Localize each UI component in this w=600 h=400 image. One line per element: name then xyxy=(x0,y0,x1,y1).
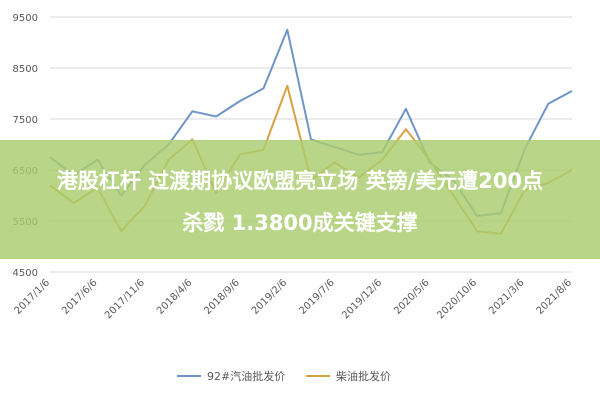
headline-banner xyxy=(0,140,600,259)
headline-line-2: 杀戮 1.3800成关键支撑 xyxy=(182,211,418,235)
x-tick-label: 2019/2/6 xyxy=(250,277,290,317)
x-tick-label: 2018/9/6 xyxy=(202,277,242,317)
x-tick-label: 2017/1/6 xyxy=(13,277,53,317)
headline-line-1: 港股杠杆 过渡期协议欧盟亮立场 英镑/美元遭200点 xyxy=(56,169,544,193)
legend-label-1: 92#汽油批发价 xyxy=(207,369,285,383)
x-tick-label: 2019/7/6 xyxy=(297,277,337,317)
y-tick-label: 8500 xyxy=(13,64,38,75)
x-tick-label: 2020/10/6 xyxy=(435,277,479,321)
x-tick-label: 2021/8/6 xyxy=(535,277,575,317)
x-tick-label: 2019/12/6 xyxy=(340,277,384,321)
y-tick-label: 7500 xyxy=(13,115,38,126)
x-tick-label: 2018/4/6 xyxy=(155,277,195,317)
x-tick-label: 2017/6/6 xyxy=(60,277,100,317)
x-tick-label: 2020/5/6 xyxy=(392,277,432,317)
x-tick-label: 2017/11/6 xyxy=(103,277,147,321)
x-tick-label: 2021/3/6 xyxy=(487,277,527,317)
legend-label-2: 柴油批发价 xyxy=(336,369,391,383)
y-tick-label: 9500 xyxy=(13,13,38,24)
y-tick-label: 4500 xyxy=(13,268,38,279)
